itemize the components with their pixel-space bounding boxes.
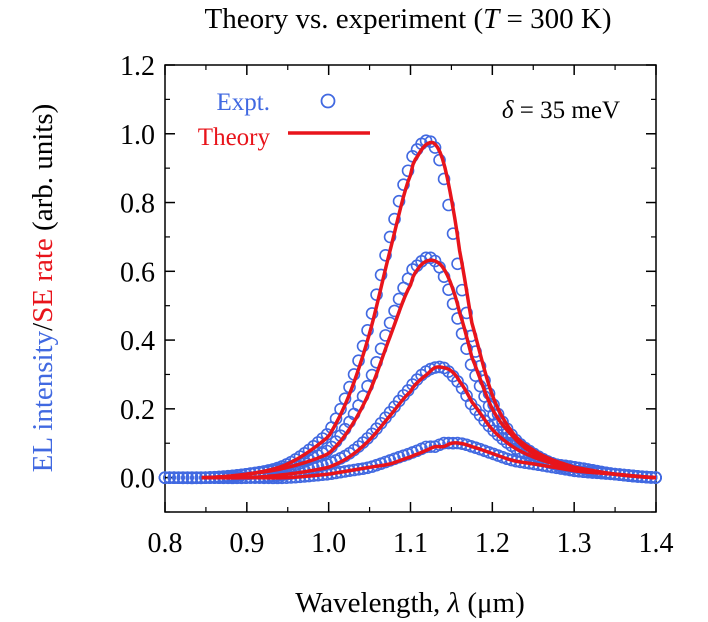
x-tick-labels: 0.8 0.9 1.0 1.1 1.2 1.3 1.4 — [148, 528, 674, 559]
theory-line-4 — [201, 441, 657, 480]
legend-label-theory: Theory — [198, 124, 271, 151]
x-tick-label: 0.9 — [229, 528, 264, 559]
expt-point — [388, 212, 401, 226]
y-tick-label: 1.0 — [120, 120, 155, 151]
x-tick-label: 1.4 — [639, 528, 674, 559]
axis-ticks — [164, 64, 657, 513]
chart-title: Theory vs. experiment (T = 300 K) — [205, 3, 612, 35]
y-tick-label: 0.2 — [120, 395, 155, 426]
x-axis-label-var: λ — [447, 587, 461, 619]
y-tick-label: 1.2 — [120, 51, 155, 82]
expt-curve-1 — [158, 134, 662, 485]
y-tick-label: 0.8 — [120, 189, 155, 220]
delta-annotation: δ = 35 meV — [502, 97, 620, 124]
chart-title-prefix: Theory vs. experiment ( — [205, 3, 484, 35]
y-axis-label-part1: EL intensity — [27, 330, 59, 472]
series-expt — [158, 134, 662, 485]
theory-line-1 — [201, 140, 657, 480]
y-axis-label-sep: / — [27, 322, 59, 331]
y-axis-label-part2: SE rate — [27, 238, 59, 323]
expt-point — [185, 471, 199, 484]
legend: Expt. Theory — [198, 89, 370, 151]
x-tick-label: 1.0 — [311, 528, 346, 559]
x-tick-label: 1.3 — [557, 528, 592, 559]
y-axis-label-suffix: (arb. units) — [27, 104, 59, 239]
x-tick-label: 1.2 — [475, 528, 510, 559]
expt-point — [163, 471, 176, 484]
x-axis-label-prefix: Wavelength, — [295, 587, 447, 619]
chart-title-suffix: = 300 K) — [499, 3, 611, 35]
legend-label-expt: Expt. — [217, 89, 270, 116]
expt-point — [167, 471, 181, 484]
expt-point — [401, 164, 415, 178]
expt-point — [172, 471, 185, 484]
theory-line-2 — [201, 258, 657, 480]
y-tick-label: 0.6 — [120, 257, 155, 288]
expt-point — [158, 471, 172, 484]
expt-point — [383, 230, 397, 244]
delta-annotation-var: δ — [502, 97, 514, 124]
x-axis-label: Wavelength, λ (μm) — [295, 587, 525, 619]
series-theory — [201, 140, 657, 480]
expt-point — [437, 172, 451, 186]
y-axis-label: EL intensity/SE rate (arb. units) — [27, 104, 59, 473]
x-axis-label-suffix: (μm) — [460, 587, 525, 619]
y-tick-labels: 0.0 0.2 0.4 0.6 0.8 1.0 1.2 — [120, 51, 155, 495]
y-tick-label: 0.0 — [120, 464, 155, 495]
y-tick-label: 0.4 — [120, 326, 155, 357]
theory-line-3 — [201, 365, 657, 480]
expt-point — [379, 249, 392, 262]
expt-point — [181, 471, 194, 484]
delta-annotation-text: = 35 meV — [514, 97, 620, 124]
expt-point — [176, 471, 190, 484]
x-tick-label: 1.1 — [393, 528, 428, 559]
expt-point — [487, 424, 500, 438]
legend-marker-expt — [320, 93, 336, 109]
x-tick-label: 0.8 — [148, 528, 183, 559]
chart-title-var: T — [483, 3, 501, 35]
